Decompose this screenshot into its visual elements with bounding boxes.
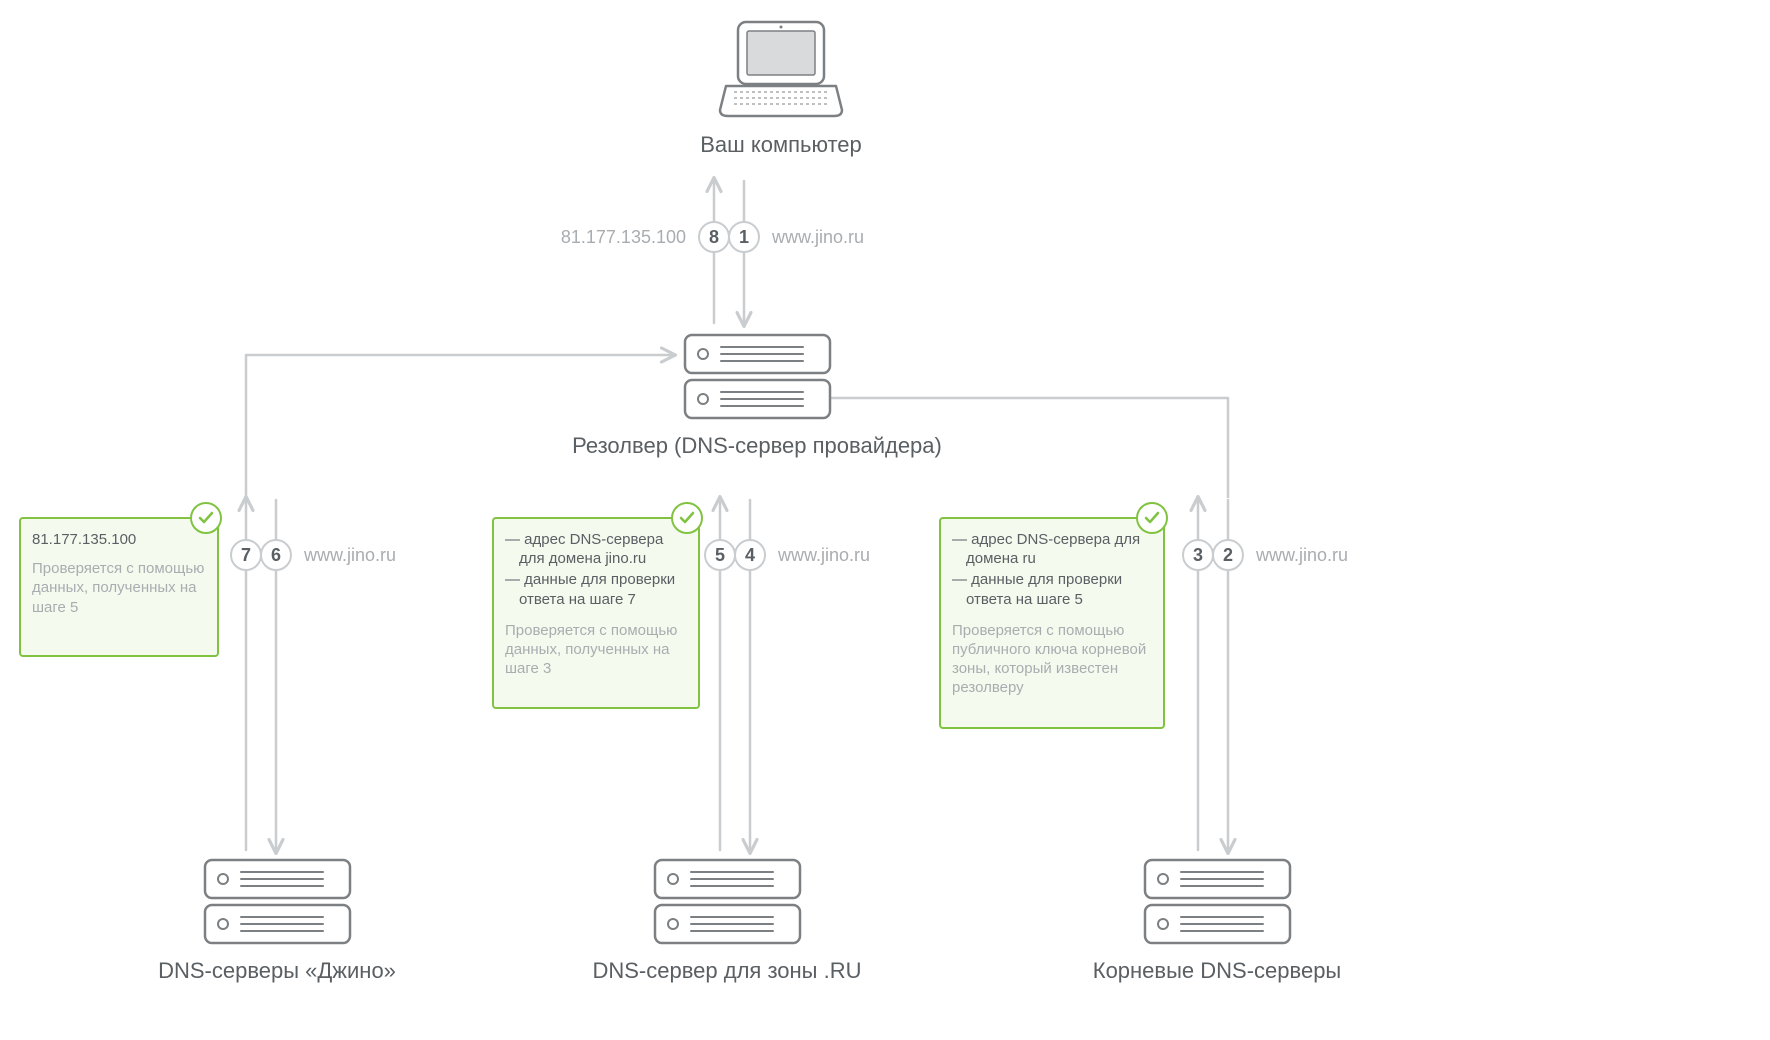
server-icon [685,335,830,418]
arrow-pair: 54 www.jino.ru [705,500,870,850]
info-body: Проверяется с помощью данных, полученных… [505,621,687,679]
info-body: Проверяется с помощью данных, полученных… [32,559,206,617]
arrow-label-right: www.jino.ru [771,227,864,247]
node-label: Резолвер (DNS-сервер провайдера) [572,433,942,458]
dns-diagram: 81 81.177.135.100 www.jino.ru 76 www.jino.ru… [0,0,1770,1040]
server-icon [655,860,800,943]
info-boxes: 81.177.135.100 Проверяется с помощью данн… [20,503,1167,728]
step-number: 2 [1223,545,1233,565]
connector-bus [246,355,1228,498]
node-label: DNS-сервер для зоны .RU [592,958,861,983]
arrow-pair: 81 81.177.135.100 www.jino.ru [561,181,864,323]
step-number: 8 [709,227,719,247]
info-bullet: — данные для проверки ответа на шаге 5 [952,570,1152,608]
step-number: 5 [715,545,725,565]
arrow-label-right: www.jino.ru [777,545,870,565]
step-number: 3 [1193,545,1203,565]
arrow-label-left: 81.177.135.100 [561,227,686,247]
node-label: Корневые DNS-серверы [1093,958,1342,983]
info-box: — адрес DNS-сервера для домена ru— данны… [940,503,1167,728]
info-bullet: — адрес DNS-сервера для домена jino.ru [505,530,687,568]
connector-left [246,355,672,498]
arrow-label-right: www.jino.ru [1255,545,1348,565]
arrow-pair: 32 www.jino.ru [1183,500,1348,850]
info-body: Проверяется с помощью публичного ключа к… [952,621,1152,698]
info-bullet: — данные для проверки ответа на шаге 7 [505,570,687,608]
server-icon [205,860,350,943]
info-bullet: — адрес DNS-сервера для домена ru [952,530,1152,568]
server-icon [1145,860,1290,943]
arrow-label-right: www.jino.ru [303,545,396,565]
node-label: Ваш компьютер [700,132,862,157]
laptop-icon [720,22,842,116]
arrow-pairs: 81 81.177.135.100 www.jino.ru 76 www.jino.ru… [231,181,1348,850]
info-box: 81.177.135.100 Проверяется с помощью данн… [20,503,221,656]
node-label: DNS-серверы «Джино» [158,958,396,983]
step-number: 7 [241,545,251,565]
info-box: — адрес DNS-сервера для домена jino.ru— … [493,503,702,708]
step-number: 6 [271,545,281,565]
step-number: 1 [739,227,749,247]
arrow-pair: 76 www.jino.ru [231,500,396,850]
step-number: 4 [745,545,755,565]
info-title: 81.177.135.100 [32,530,206,549]
